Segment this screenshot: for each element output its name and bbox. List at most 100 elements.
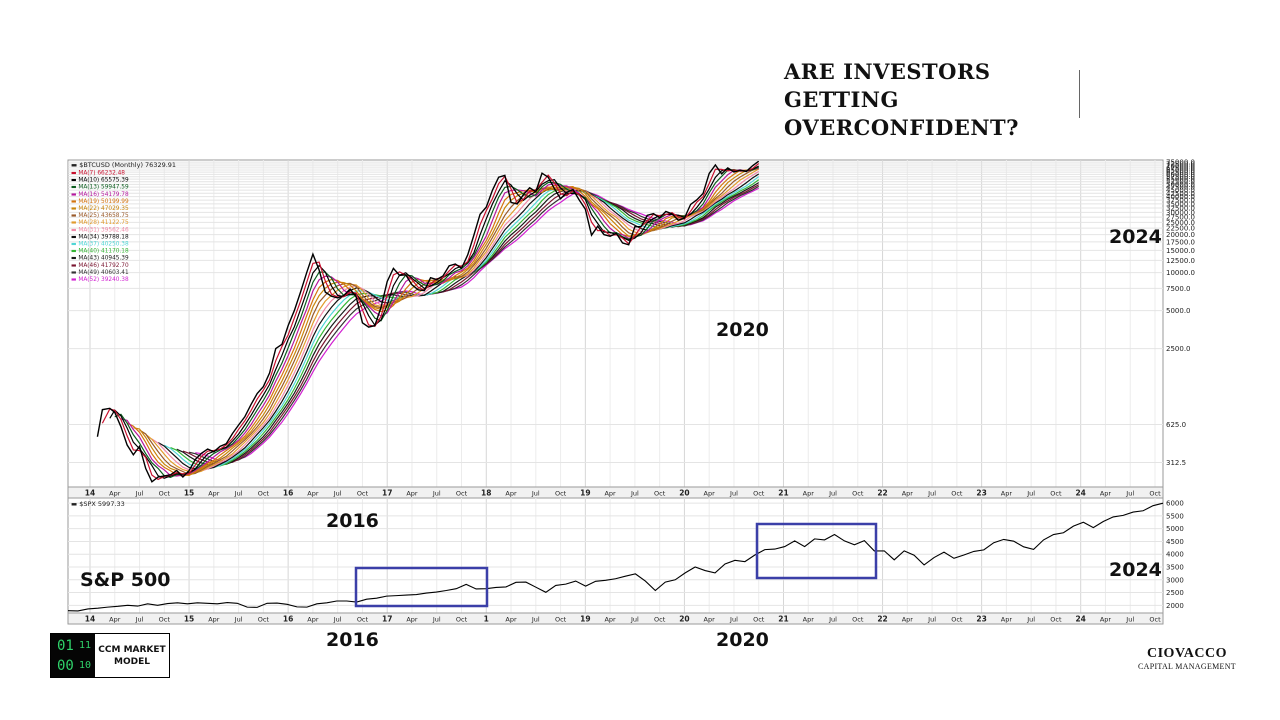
- btc-x-tick-label: Oct: [258, 490, 270, 498]
- btc-y-tick-label: 42500.0: [1166, 190, 1195, 198]
- spx-x-tick-label: Jul: [1026, 616, 1035, 624]
- btc-x-tick-label: 23: [976, 489, 986, 498]
- btc-x-tick-label: 21: [778, 489, 788, 498]
- btc-x-tick-label: 24: [1075, 489, 1085, 498]
- btc-y-tick-label: 52500.0: [1166, 178, 1195, 186]
- spx-price-line: [67, 502, 1164, 612]
- btc-ma-line: [114, 166, 759, 478]
- btc-legend-item: ▬ MA(10) 65575.39: [71, 178, 129, 184]
- logo-bit: 00: [57, 658, 74, 674]
- annotation-btc-2020: 2020: [716, 319, 769, 341]
- btc-y-tick-label: 30000.0: [1166, 209, 1195, 217]
- btc-x-tick-label: Jul: [927, 490, 936, 498]
- btc-x-tick-label: Apr: [902, 490, 914, 498]
- btc-x-tick-label: Jul: [234, 490, 243, 498]
- btc-x-tick-label: Oct: [555, 490, 567, 498]
- btc-y-tick-label: 67500.0: [1166, 164, 1195, 172]
- btc-y-tick-label: 312.5: [1166, 459, 1186, 467]
- btc-y-tick-label: 57500.0: [1166, 173, 1195, 181]
- btc-y-tick-label: 37500.0: [1166, 197, 1195, 205]
- spx-x-tick-label: 20: [679, 615, 689, 624]
- btc-x-tick-label: Apr: [704, 490, 716, 498]
- spx-x-tick-label: Apr: [208, 616, 220, 624]
- spx-series: [67, 502, 1164, 612]
- btc-x-tick-label: 15: [184, 489, 194, 498]
- headline-line-2: GETTING: [784, 87, 899, 112]
- spx-y-tick-label: 2000: [1166, 602, 1184, 610]
- spx-x-tick-label: Apr: [803, 616, 815, 624]
- btc-y-tick-label: 60000.0: [1166, 171, 1195, 179]
- spx-x-tick-label: Apr: [1100, 616, 1112, 624]
- headline: ARE INVESTORS GETTING OVERCONFIDENT?: [784, 58, 1019, 142]
- headline-line-3: OVERCONFIDENT?: [784, 115, 1019, 140]
- btc-y-tick-label: 22500.0: [1166, 225, 1195, 233]
- btc-y-tick-label: 40000.0: [1166, 193, 1195, 201]
- btc-legend-item: ▬ MA(16) 54179.78: [71, 192, 129, 198]
- spx-x-tick-label: Oct: [951, 616, 963, 624]
- btc-x-tick-label: Apr: [109, 490, 121, 498]
- btc-x-tick-label: 19: [580, 489, 590, 498]
- spx-y-tick-label: 4000: [1166, 551, 1184, 559]
- spx-x-tick-label: Apr: [604, 616, 616, 624]
- spx-legend: ▬ $SPX 5997.33: [71, 500, 125, 508]
- ccm-logo: 01 11 00 10 CCM MARKET MODEL: [50, 633, 170, 678]
- spx-legend-title: ▬ $SPX 5997.33: [71, 500, 125, 508]
- btc-x-tick-label: 20: [679, 489, 689, 498]
- spx-x-tick-label: Apr: [704, 616, 716, 624]
- btc-x-tick-label: Oct: [1149, 490, 1161, 498]
- btc-price-line: [96, 160, 760, 483]
- btc-y-tick-label: 70000.0: [1166, 162, 1195, 170]
- btc-x-tick-label: 18: [481, 489, 491, 498]
- btc-y-tick-label: 50000.0: [1166, 181, 1195, 189]
- btc-x-tick-label: Oct: [456, 490, 468, 498]
- btc-legend-item: ▬ MA(28) 41122.75: [71, 220, 129, 226]
- spx-y-tick-label: 3500: [1166, 564, 1184, 572]
- spx-x-tick-label: Jul: [927, 616, 936, 624]
- btc-x-tick-label: Oct: [357, 490, 369, 498]
- btc-price-series: [96, 160, 760, 483]
- annotation-spx-2016: 2016: [326, 510, 379, 532]
- btc-legend-item: ▬ MA(13) 59947.59: [71, 185, 129, 191]
- btc-x-tick-label: Apr: [604, 490, 616, 498]
- btc-ma-line: [188, 185, 760, 464]
- spx-x-tick-label: Apr: [505, 616, 517, 624]
- btc-y-tick-label: 55000.0: [1166, 176, 1195, 184]
- spx-x-axis: 14 Apr Jul Oct 15 Apr Jul Oct 16 Apr Jul Oct 17 Apr Ju…: [85, 615, 1161, 624]
- annotation-btc-2024: 2024: [1109, 226, 1162, 248]
- spx-x-tick-label: 1: [484, 615, 489, 624]
- btc-x-tick-label: Jul: [1125, 490, 1134, 498]
- spx-x-tick-label: Oct: [456, 616, 468, 624]
- btc-y-tick-label: 25000.0: [1166, 219, 1195, 227]
- logo-bit: 01: [57, 638, 74, 654]
- btc-x-tick-label: Oct: [753, 490, 765, 498]
- btc-y-tick-label: 47500.0: [1166, 184, 1195, 192]
- btc-legend-item: ▬ MA(31) 39562.46: [71, 227, 129, 233]
- btc-x-tick-label: 22: [877, 489, 887, 498]
- btc-moving-averages: [101, 163, 760, 481]
- spx-x-tick-label: Oct: [258, 616, 270, 624]
- btc-x-tick-label: 16: [283, 489, 293, 498]
- headline-divider: [1079, 70, 1080, 118]
- spx-x-tick-label: Oct: [1149, 616, 1161, 624]
- logo-bit: 11: [78, 640, 91, 651]
- btc-legend-item: ▬ MA(46) 41792.70: [71, 263, 129, 269]
- btc-legend-item: ▬ MA(43) 40945.39: [71, 256, 129, 262]
- btc-y-tick-label: 45000.0: [1166, 187, 1195, 195]
- btc-y-tick-label: 625.0: [1166, 421, 1186, 429]
- spx-y-axis: 6000 5500 5000 4500 4000 3500 3000 2500 2000: [1166, 500, 1184, 610]
- btc-legend-item: ▬ MA(7) 66232.48: [71, 171, 125, 177]
- btc-x-tick-label: Jul: [432, 490, 441, 498]
- annotation-bottom-2016: 2016: [326, 629, 379, 651]
- logo-text: CCM MARKET MODEL: [95, 634, 169, 677]
- btc-y-tick-label: 20000.0: [1166, 231, 1195, 239]
- brand-mark: CIOVACCO CAPITAL MANAGEMENT: [1138, 646, 1236, 671]
- btc-x-tick-label: Oct: [1050, 490, 1062, 498]
- btc-x-tick-label: Jul: [1026, 490, 1035, 498]
- btc-y-tick-label: 27500.0: [1166, 214, 1195, 222]
- spx-panel-frame: [67, 497, 1164, 614]
- btc-y-tick-label: 5000.0: [1166, 307, 1191, 315]
- spx-x-tick-label: Jul: [531, 616, 540, 624]
- spx-x-tick-label: 23: [976, 615, 986, 624]
- spx-x-tick-label: 15: [184, 615, 194, 624]
- btc-y-tick-label: 2500.0: [1166, 345, 1191, 353]
